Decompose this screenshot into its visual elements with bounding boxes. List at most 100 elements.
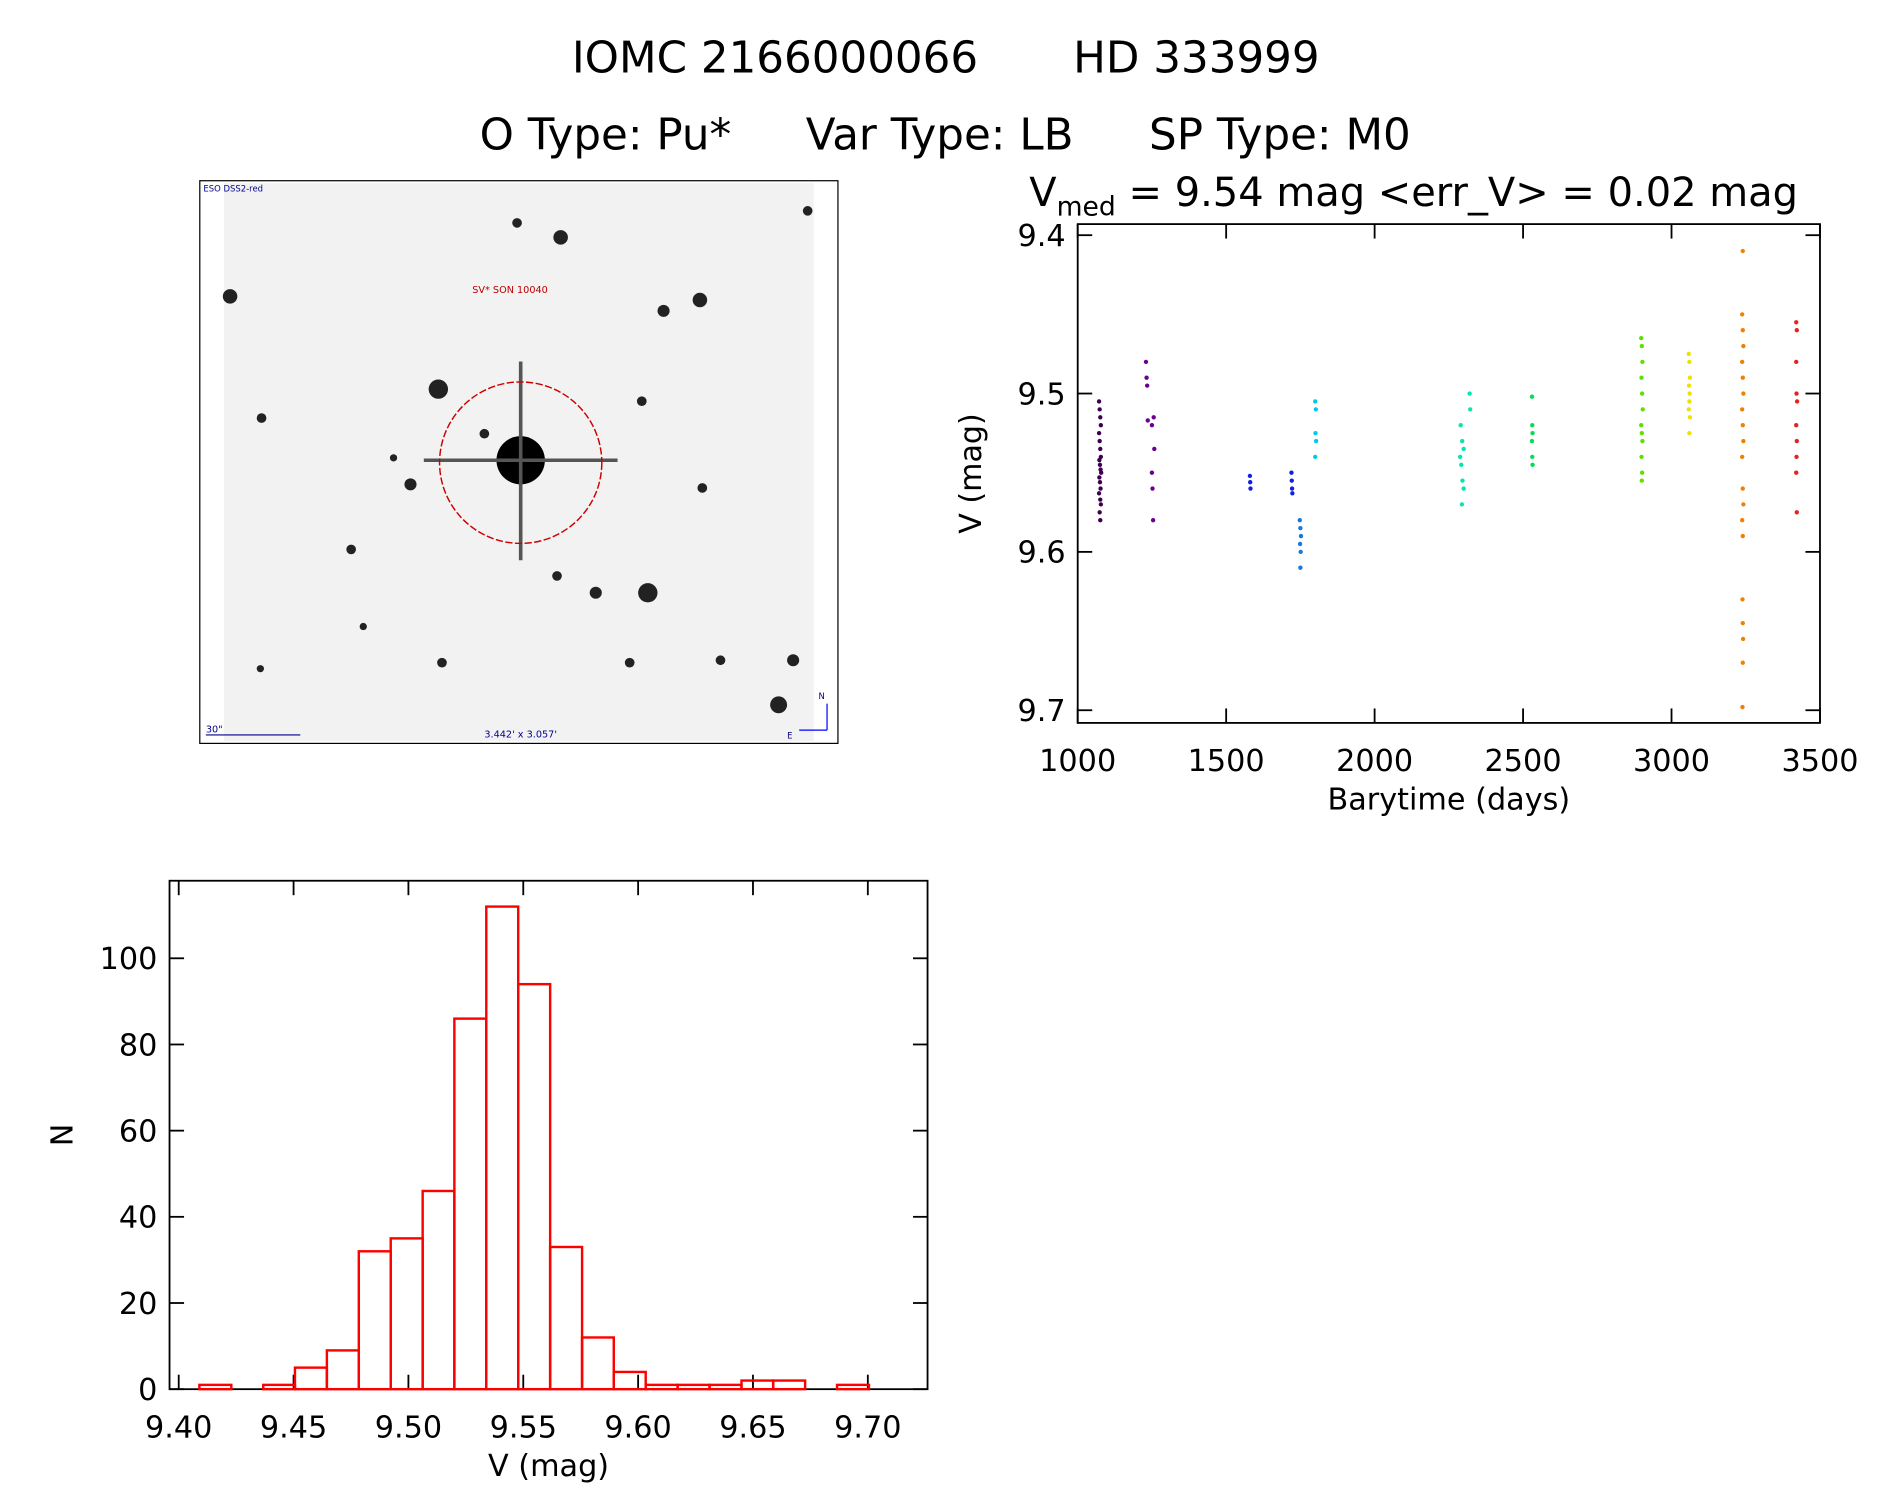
histogram-bar [612,1370,647,1391]
x-tick-label: 9.70 [834,1410,901,1445]
data-point [1313,407,1319,412]
histogram-bar [293,1366,329,1391]
data-point [1740,359,1745,365]
data-point [1741,343,1746,349]
data-point [1313,399,1318,404]
data-point [1794,454,1799,460]
plot-frame [1076,223,1821,724]
data-point [1467,391,1472,396]
data-point [1298,565,1303,570]
x-tick-label: 2000 [1336,744,1413,779]
size-label: 3.442' x 3.057' [484,729,557,740]
data-point [1740,248,1745,254]
histogram-bar [708,1383,743,1391]
data-point [1096,430,1102,436]
data-point [1297,518,1302,523]
histogram-bar [262,1383,297,1391]
data-point [1640,359,1645,365]
object-type: O Type: Pu* [480,110,732,160]
data-point [1297,541,1303,547]
plot-frame [168,879,929,1391]
data-point [1145,418,1150,423]
data-point [1468,407,1473,412]
data-point [1740,407,1745,412]
x-tick-label: 9.50 [375,1410,442,1445]
data-point [1098,446,1103,452]
data-point [1740,597,1745,602]
data-point [1794,328,1799,333]
data-point [1098,502,1104,507]
target-label: SV* SON 10040 [472,285,548,296]
data-point [1639,391,1645,396]
x-tick-label: 9.55 [490,1410,557,1445]
object-alias: HD 333999 [1073,33,1320,83]
x-tick-label: 1500 [1188,744,1265,779]
data-point [1460,438,1465,444]
data-point [1740,454,1745,460]
data-point [1248,480,1253,485]
data-point [1687,359,1692,365]
histogram-bar [740,1379,775,1391]
data-point [1639,430,1645,436]
data-point [1097,407,1102,412]
y-tick-label: 100 [100,942,158,977]
data-point [1740,328,1745,333]
data-point [1097,480,1103,485]
y-tick-label: 80 [119,1028,158,1063]
data-point [1098,415,1103,420]
data-point [1152,446,1157,452]
data-point [1289,486,1295,491]
histogram-bar [517,982,552,1391]
data-point [1639,335,1644,341]
title-sub: med [1057,192,1116,223]
data-point [1149,470,1155,475]
title-rest: = 9.54 mag <err_V> = 0.02 mag [1116,170,1798,216]
data-point [1144,383,1150,388]
data-point [1290,491,1295,496]
data-point [1639,375,1644,380]
data-point [1461,446,1466,452]
y-tick-label: 9.7 [1017,694,1065,729]
data-point [1313,430,1318,436]
data-point [1794,438,1799,444]
histogram-bar [676,1383,711,1391]
data-point [1096,399,1102,404]
chart-title: Vmed = 9.54 mag <err_V> = 0.02 mag [1029,170,1798,223]
data-point [1740,660,1745,665]
data-point [1458,423,1463,428]
data-point [1097,462,1103,467]
y-axis-label: N [46,1124,81,1147]
data-point [1151,415,1156,420]
data-point [1740,423,1745,428]
sky-image: ESO DSS2-red SV* SON 10040 30" 3.442' x … [199,180,839,744]
histogram-bar [389,1237,424,1391]
data-point [1639,478,1645,483]
y-tick-label: 0 [138,1373,157,1408]
data-point [1097,510,1102,515]
data-point [1740,704,1745,710]
survey-label: ESO DSS2-red [203,184,263,194]
object-id: IOMC 2166000066 [572,33,978,83]
data-point [1460,478,1465,483]
data-point [1098,518,1103,523]
data-point [1098,497,1103,502]
data-point [1098,486,1103,491]
data-point [1740,620,1745,626]
data-point [1740,486,1745,491]
data-point [1640,407,1645,412]
data-point [1529,438,1535,444]
x-tick-label: 9.45 [260,1410,327,1445]
data-point [1794,423,1799,428]
histogram-bar [580,1336,615,1391]
data-point [1740,312,1745,317]
data-point [1687,415,1693,420]
histogram-bar [357,1250,392,1391]
data-point [1459,502,1465,507]
histogram-bar [453,1017,488,1391]
data-point [1639,454,1644,460]
data-point [1098,423,1104,428]
x-tick-label: 9.60 [604,1410,671,1445]
data-point [1530,454,1535,460]
data-point [1096,491,1102,496]
